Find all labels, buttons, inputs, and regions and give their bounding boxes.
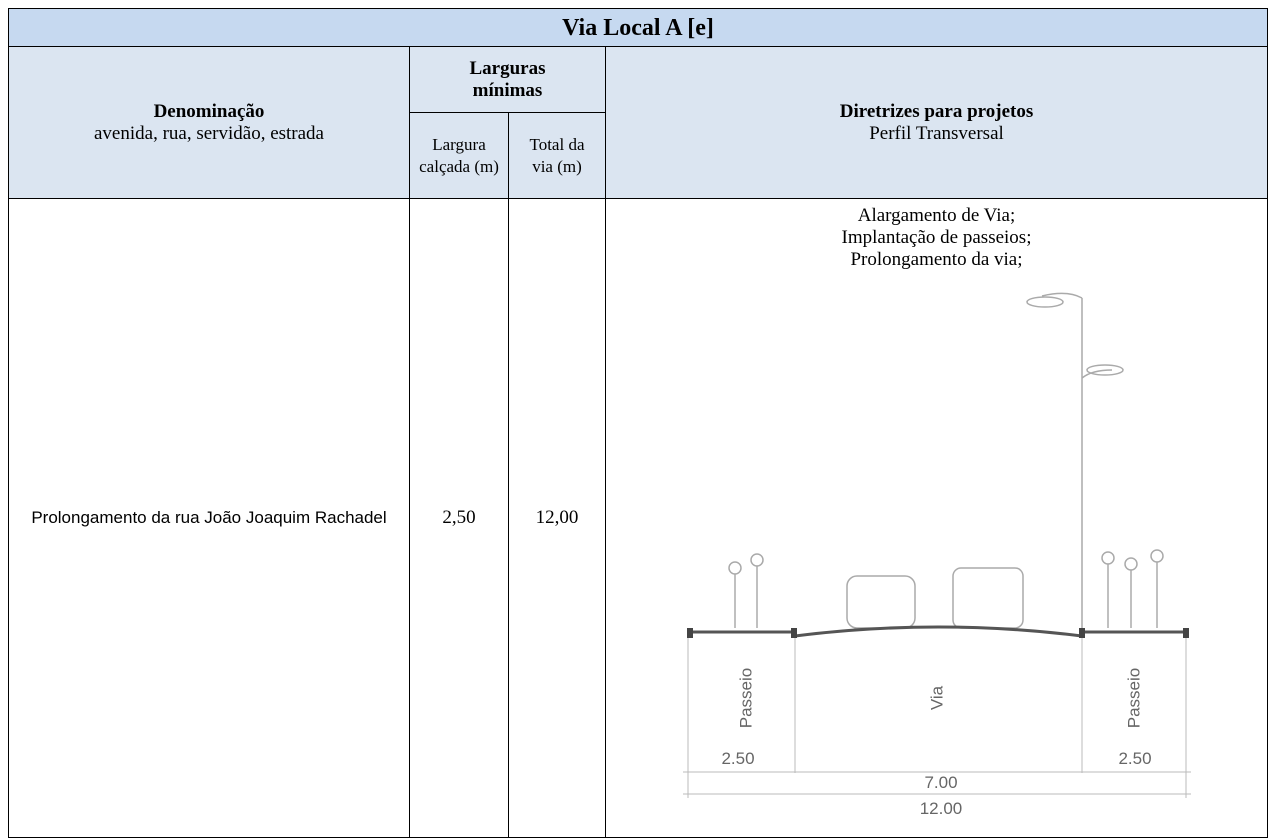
dimension: 2.50 bbox=[1118, 749, 1151, 768]
guideline: Implantação de passeios; bbox=[841, 227, 1032, 248]
header-cell: Largura calçada (m) bbox=[409, 112, 509, 199]
dimension-total: 12.00 bbox=[920, 799, 963, 818]
column-subtitle: avenida, rua, servidão, estrada bbox=[93, 122, 324, 144]
column-title: Denominação bbox=[153, 100, 265, 122]
dimension: 2.50 bbox=[721, 749, 754, 768]
header-cell: Larguras mínimas bbox=[409, 46, 606, 113]
cross-section: Passeio Via Passeio 2.50 7.00 2.50 12.00 bbox=[683, 292, 1191, 818]
header-cell: Total da via (m) bbox=[508, 112, 606, 199]
dimension: 7.00 bbox=[924, 773, 957, 792]
row-total: 12,00 bbox=[508, 198, 606, 838]
header-cell: Diretrizes para projetos Perfil Transver… bbox=[605, 46, 1268, 199]
guideline: Alargamento de Via; bbox=[857, 205, 1016, 226]
table-title: Via Local A [e] bbox=[8, 8, 1268, 47]
row-guidelines: Alargamento de Via; Implantação de passe… bbox=[605, 198, 1268, 838]
section-label: Passeio bbox=[1124, 668, 1143, 728]
section-label: Via bbox=[927, 685, 946, 710]
column-subtitle: Perfil Transversal bbox=[869, 122, 1004, 144]
header-cell: Denominação avenida, rua, servidão, estr… bbox=[8, 46, 410, 199]
section-label: Passeio bbox=[736, 668, 755, 728]
guideline: Prolongamento da via; bbox=[850, 249, 1023, 270]
row-name: Prolongamento da rua João Joaquim Rachad… bbox=[8, 198, 410, 838]
row-sidewalk: 2,50 bbox=[409, 198, 509, 838]
column-title: Diretrizes para projetos bbox=[839, 100, 1034, 122]
